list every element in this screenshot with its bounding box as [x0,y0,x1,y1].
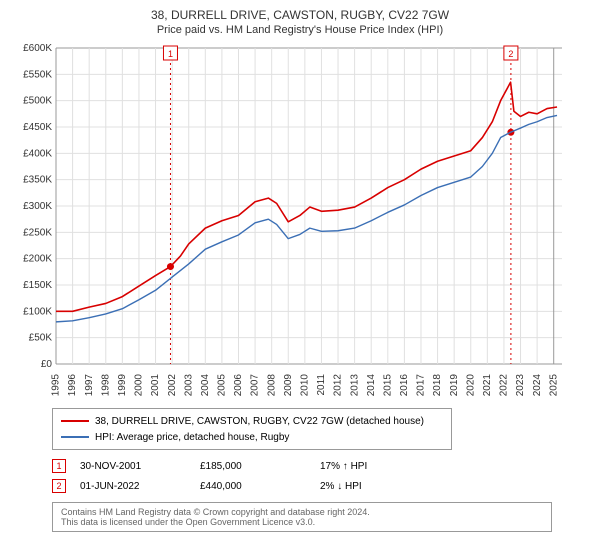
svg-text:2008: 2008 [266,374,277,397]
chart-subtitle: Price paid vs. HM Land Registry's House … [10,24,590,36]
event-delta-1: 17% ↑ HPI [320,461,440,472]
svg-text:2004: 2004 [200,374,211,397]
event-marker-1: 1 [52,459,66,473]
svg-text:2013: 2013 [349,374,360,397]
event-delta-2: 2% ↓ HPI [320,481,440,492]
svg-text:2002: 2002 [167,374,178,397]
svg-text:£450K: £450K [23,122,52,133]
svg-text:1997: 1997 [84,374,95,397]
legend-row-hpi: HPI: Average price, detached house, Rugb… [61,429,443,445]
event-marker-2-idx: 2 [56,481,61,491]
title-block: 38, DURRELL DRIVE, CAWSTON, RUGBY, CV22 … [10,8,590,36]
svg-text:2023: 2023 [515,374,526,397]
svg-text:2: 2 [508,49,513,59]
svg-text:£100K: £100K [23,306,52,317]
svg-text:1995: 1995 [51,374,62,397]
svg-text:2015: 2015 [382,374,393,397]
chart-title: 38, DURRELL DRIVE, CAWSTON, RUGBY, CV22 … [10,8,590,22]
svg-text:2001: 2001 [150,374,161,397]
legend-label-hpi: HPI: Average price, detached house, Rugb… [95,432,289,443]
chart-svg: £0 £50K £100K £150K £200K £250K £300K £350K £400… [10,40,570,400]
svg-text:2019: 2019 [449,374,460,397]
svg-text:1: 1 [168,49,173,59]
legend-swatch-hpi [61,436,89,438]
svg-text:2005: 2005 [217,374,228,397]
event-price-2: £440,000 [200,481,320,492]
svg-text:2006: 2006 [233,374,244,397]
svg-text:1998: 1998 [100,374,111,397]
svg-text:£400K: £400K [23,148,52,159]
svg-text:2003: 2003 [183,374,194,397]
svg-text:£550K: £550K [23,69,52,80]
svg-text:2007: 2007 [250,374,261,397]
svg-text:2021: 2021 [482,374,493,397]
legend-swatch-price [61,420,89,422]
svg-text:2000: 2000 [134,374,145,397]
svg-text:2011: 2011 [316,374,327,396]
svg-text:2010: 2010 [299,374,310,397]
svg-text:1996: 1996 [67,374,78,397]
svg-text:2014: 2014 [366,374,377,397]
svg-text:£150K: £150K [23,280,52,291]
event-marker-2: 2 [52,479,66,493]
svg-text:2020: 2020 [465,374,476,397]
chart-area: £0 £50K £100K £150K £200K £250K £300K £350K £400… [10,40,590,400]
event-date-2: 01-JUN-2022 [80,481,200,492]
container: 38, DURRELL DRIVE, CAWSTON, RUGBY, CV22 … [0,0,600,542]
footer-line-2: This data is licensed under the Open Gov… [61,517,543,527]
svg-text:2009: 2009 [283,374,294,397]
svg-text:£300K: £300K [23,201,52,212]
event-row-1: 1 30-NOV-2001 £185,000 17% ↑ HPI [52,456,582,476]
svg-text:£200K: £200K [23,254,52,265]
events-block: 1 30-NOV-2001 £185,000 17% ↑ HPI 2 01-JU… [52,456,582,496]
svg-text:£50K: £50K [29,333,53,344]
svg-text:2016: 2016 [399,374,410,397]
svg-text:£0: £0 [41,359,53,370]
legend-label-price: 38, DURRELL DRIVE, CAWSTON, RUGBY, CV22 … [95,416,424,427]
event-price-1: £185,000 [200,461,320,472]
event-marker-1-idx: 1 [56,461,61,471]
legend-box: 38, DURRELL DRIVE, CAWSTON, RUGBY, CV22 … [52,408,452,450]
event-row-2: 2 01-JUN-2022 £440,000 2% ↓ HPI [52,476,582,496]
svg-text:2018: 2018 [432,374,443,397]
svg-text:2025: 2025 [548,374,559,397]
svg-text:2024: 2024 [532,374,543,397]
footer-line-1: Contains HM Land Registry data © Crown c… [61,507,543,517]
svg-text:£250K: £250K [23,227,52,238]
svg-text:£500K: £500K [23,96,52,107]
svg-text:£600K: £600K [23,43,52,54]
event-date-1: 30-NOV-2001 [80,461,200,472]
svg-text:2022: 2022 [499,374,510,397]
legend-row-price: 38, DURRELL DRIVE, CAWSTON, RUGBY, CV22 … [61,413,443,429]
svg-text:2017: 2017 [416,374,427,397]
svg-text:£350K: £350K [23,175,52,186]
svg-text:1999: 1999 [117,374,128,397]
svg-text:2012: 2012 [333,374,344,397]
footer-box: Contains HM Land Registry data © Crown c… [52,502,552,532]
